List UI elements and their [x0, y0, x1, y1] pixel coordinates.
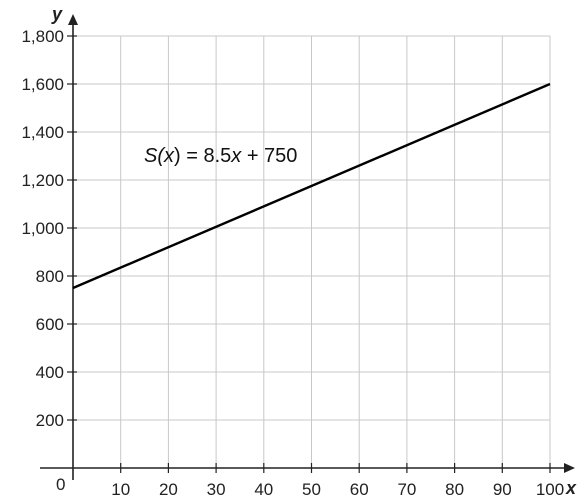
y-axis-arrow — [68, 14, 78, 25]
x-tick-label: 90 — [493, 480, 512, 498]
x-tick-label: 40 — [254, 480, 273, 498]
tick-labels: 10 20 30 40 50 60 70 80 90 100 200 400 600 800 1,000 1,… — [21, 27, 564, 498]
x-tick-label: 60 — [350, 480, 369, 498]
y-tick-label: 1,400 — [21, 123, 64, 142]
grid — [73, 35, 551, 468]
x-tick-label: 100 — [536, 480, 564, 498]
x-tick-label: 10 — [111, 480, 130, 498]
y-tick-label: 400 — [36, 363, 64, 382]
x-tick-label: 20 — [159, 480, 178, 498]
y-tick-label: 800 — [36, 267, 64, 286]
x-axis-label: x — [565, 478, 577, 498]
x-tick-label: 30 — [207, 480, 226, 498]
x-axis-arrow — [564, 463, 575, 473]
x-tick-label: 70 — [397, 480, 416, 498]
annotation-var2: x — [230, 145, 242, 167]
series-group — [72, 82, 551, 290]
annotation-var: x — [163, 145, 175, 167]
y-tick-label: 1,200 — [21, 171, 64, 190]
annotation-suffix: + 750 — [241, 145, 297, 167]
series-line — [72, 82, 551, 290]
y-tick-label: 200 — [36, 411, 64, 430]
y-axis-label: y — [51, 4, 63, 24]
annotation-mid: ) = 8.5 — [174, 145, 231, 167]
axes — [40, 14, 575, 480]
y-tick-label: 1,600 — [21, 75, 64, 94]
y-tick-label: 1,800 — [21, 27, 64, 46]
function-annotation: S(x) = 8.5x + 750 — [144, 145, 297, 167]
y-tick-label: 600 — [36, 315, 64, 334]
x-tick-label: 50 — [302, 480, 321, 498]
y-tick-label: 1,000 — [21, 219, 64, 238]
ticks — [67, 35, 551, 473]
x-tick-label: 80 — [445, 480, 464, 498]
annotation-prefix: S( — [144, 145, 166, 167]
origin-label: 0 — [56, 475, 65, 494]
